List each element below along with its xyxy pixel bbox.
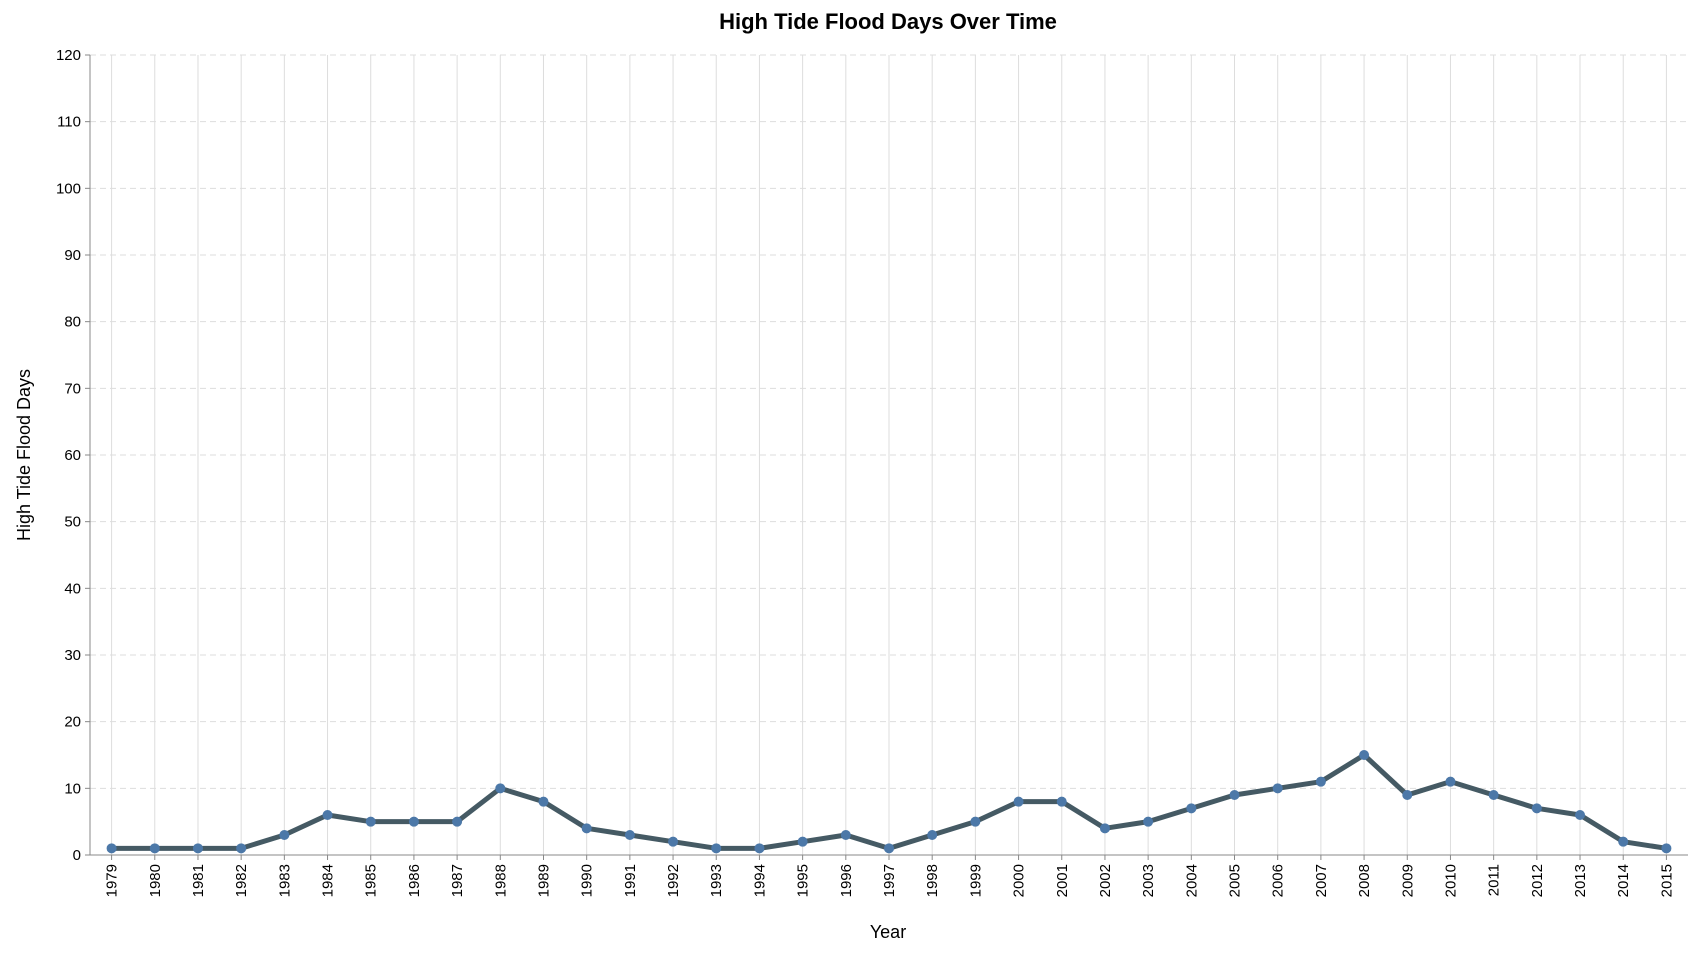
y-tick-label: 60: [64, 447, 81, 464]
data-point: [1531, 803, 1542, 814]
x-tick-label: 2003: [1140, 864, 1157, 897]
x-tick-label: 2011: [1486, 864, 1503, 896]
data-point: [840, 830, 851, 840]
data-point: [624, 830, 635, 840]
x-tick-label: 1986: [406, 864, 423, 897]
chart-title: High Tide Flood Days Over Time: [719, 9, 1057, 34]
x-tick-label: 1984: [320, 864, 337, 897]
y-tick-label: 100: [56, 180, 81, 197]
data-point: [581, 823, 592, 834]
x-tick-label: 2004: [1183, 864, 1200, 897]
x-tick-label: 1996: [838, 864, 855, 897]
x-tick-label: 1979: [104, 864, 121, 897]
x-tick-label: 1992: [665, 864, 682, 897]
x-tick-label: 2013: [1572, 864, 1589, 897]
x-tick-label: 1993: [708, 864, 725, 897]
data-point: [970, 816, 981, 827]
data-point: [711, 843, 722, 854]
data-point: [1272, 783, 1283, 794]
x-tick-label: 1988: [492, 864, 509, 897]
x-tick-label: 2000: [1011, 864, 1028, 897]
data-point: [495, 783, 506, 794]
y-tick-label: 90: [64, 247, 81, 264]
data-point: [797, 836, 808, 847]
data-point: [1229, 790, 1240, 800]
series-layer: [106, 750, 1672, 854]
x-tick-label: 1997: [881, 864, 898, 897]
data-point: [322, 810, 333, 820]
x-tick-label: 2010: [1442, 864, 1459, 897]
axis-layer: 0 10 20 30 40 50 60 70 80 90 100 110 120 1979 1980 1981…: [56, 47, 1688, 897]
x-tick-label: 2008: [1356, 864, 1373, 897]
x-tick-label: 2014: [1615, 864, 1632, 897]
y-axis-title: High Tide Flood Days: [14, 369, 34, 541]
data-point: [236, 843, 247, 854]
x-tick-label: 1980: [147, 864, 164, 897]
data-point: [408, 816, 419, 827]
x-tick-label: 2012: [1529, 864, 1546, 897]
data-point: [279, 830, 290, 840]
x-tick-label: 1985: [363, 864, 380, 897]
data-point: [1402, 790, 1413, 800]
data-point: [927, 830, 938, 840]
x-tick-label: 1990: [579, 864, 596, 897]
x-tick-label: 1989: [535, 864, 552, 897]
data-point: [1315, 776, 1326, 787]
y-tick-label: 10: [64, 780, 81, 797]
y-tick-label: 120: [56, 47, 81, 64]
y-tick-label: 80: [64, 314, 81, 331]
x-tick-label: 1998: [924, 864, 941, 897]
x-tick-label: 2005: [1227, 864, 1244, 897]
data-point: [1575, 810, 1586, 820]
y-tick-label: 30: [64, 647, 81, 664]
x-tick-label: 1994: [751, 864, 768, 897]
data-point: [1618, 836, 1629, 847]
x-axis-title: Year: [870, 922, 906, 942]
data-point: [192, 843, 203, 854]
data-point: [1099, 823, 1110, 834]
x-tick-label: 2007: [1313, 864, 1330, 897]
x-tick-label: 1999: [967, 864, 984, 897]
data-point: [1186, 803, 1197, 814]
x-tick-label: 2009: [1399, 864, 1416, 897]
x-tick-label: 1987: [449, 864, 466, 897]
data-point: [1013, 796, 1024, 807]
data-point: [452, 816, 463, 827]
data-point: [365, 816, 376, 827]
data-point: [538, 796, 549, 807]
x-tick-label: 2015: [1658, 864, 1675, 897]
y-tick-label: 50: [64, 514, 81, 531]
x-tick-label: 2001: [1054, 864, 1071, 897]
y-tick-label: 20: [64, 714, 81, 731]
y-tick-label: 70: [64, 380, 81, 397]
data-point: [149, 843, 160, 854]
data-point: [754, 843, 765, 854]
x-tick-label: 1983: [276, 864, 293, 897]
grid-layer: [90, 54, 1688, 856]
x-tick-label: 1981: [190, 864, 207, 897]
data-point: [1488, 790, 1499, 800]
x-tick-label: 1995: [795, 864, 812, 897]
data-point: [1056, 796, 1067, 807]
data-point: [1445, 776, 1456, 787]
y-tick-label: 40: [64, 580, 81, 597]
data-point: [1661, 843, 1672, 854]
data-point: [884, 843, 894, 854]
y-tick-label: 0: [73, 847, 81, 864]
data-point: [1143, 816, 1154, 827]
data-point: [106, 843, 117, 854]
x-tick-label: 2002: [1097, 864, 1114, 897]
x-tick-label: 2006: [1270, 864, 1287, 897]
x-tick-label: 1991: [622, 864, 639, 897]
y-tick-label: 110: [57, 114, 81, 131]
data-point: [668, 836, 679, 847]
x-tick-label: 1982: [233, 864, 250, 897]
data-point: [1359, 750, 1370, 760]
